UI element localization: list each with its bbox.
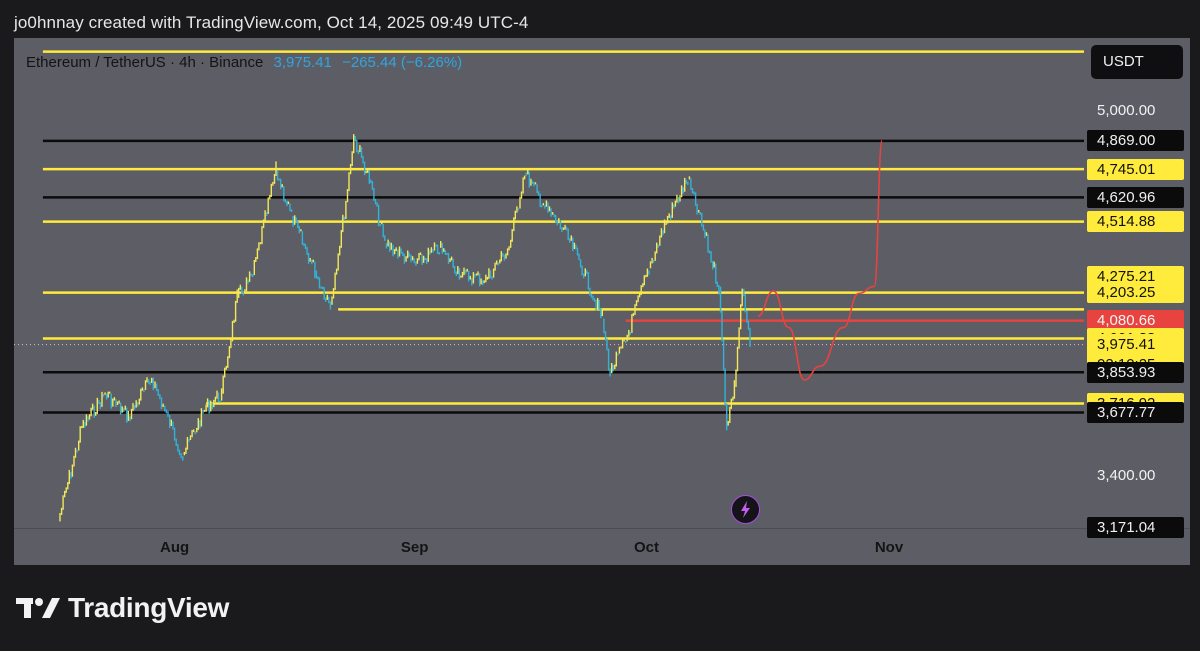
price-change: −265.44 (−6.26%) [342, 54, 463, 71]
time-label-aug: Aug [160, 539, 190, 556]
price-tag-text: 4,620.96 [1097, 188, 1156, 206]
price-tag-3[interactable]: 4,620.96 [1087, 186, 1184, 208]
tradingview-logo: TradingView [16, 592, 229, 624]
price-tag-8[interactable]: 4,080.66 [1087, 310, 1184, 332]
time-label-oct: Oct [633, 539, 659, 556]
symbol-legend: Ethereum / TetherUS · 4h · Binance 3,975… [26, 54, 462, 71]
projection-series [757, 139, 883, 381]
tradingview-logo-icon [16, 598, 60, 618]
price-tag-text: 4,203.25 [1097, 284, 1156, 302]
currency-button[interactable]: USDT [1091, 45, 1183, 79]
chart-credit: jo0hnnay created with TradingView.com, O… [14, 13, 529, 32]
price-tag-text: 3,975.41 [1097, 336, 1156, 354]
symbol-title: Ethereum / TetherUS · 4h · Binance [26, 54, 264, 71]
price-tag-text: 4,080.66 [1097, 312, 1156, 330]
price-tag-text: 4,869.00 [1097, 132, 1156, 150]
price-tag-14[interactable]: 3,171.04 [1087, 517, 1184, 539]
last-price: 3,975.41 [273, 54, 332, 71]
price-tag-13[interactable]: 3,677.77 [1087, 401, 1184, 423]
price-tag-text: 3,677.77 [1097, 403, 1156, 421]
time-label-sep: Sep [400, 539, 429, 556]
price-tag-4[interactable]: 4,514.88 [1087, 211, 1184, 233]
price-axis-label-0: 5,000.00 [1097, 101, 1156, 119]
price-tag-text: 4,275.21 [1097, 267, 1156, 285]
horizontal-levels [14, 50, 1084, 414]
price-axis-label-1: 3,400.00 [1097, 466, 1156, 484]
projection-line[interactable] [757, 139, 883, 381]
price-tag-text: 4,514.88 [1097, 213, 1156, 231]
price-tag-text: 3,171.04 [1097, 519, 1156, 537]
price-tag-2[interactable]: 4,745.01 [1087, 158, 1184, 180]
time-label-nov: Nov [874, 539, 904, 556]
price-tag-text: 3,853.93 [1097, 363, 1156, 381]
price-tag-5[interactable]: 4,275.21 [1087, 265, 1184, 287]
price-tag-11[interactable]: 3,853.93 [1087, 361, 1184, 383]
price-series [59, 134, 751, 522]
lightning-bolt-icon[interactable] [731, 495, 760, 524]
price-tag-text: 4,745.01 [1097, 160, 1156, 178]
price-tag-6[interactable]: 4,203.25 [1087, 282, 1184, 304]
time-axis[interactable] [14, 528, 1190, 565]
tradingview-wordmark: TradingView [68, 592, 230, 623]
price-tag-1[interactable]: 4,869.00 [1087, 130, 1184, 152]
chart-pane[interactable] [14, 38, 1086, 528]
